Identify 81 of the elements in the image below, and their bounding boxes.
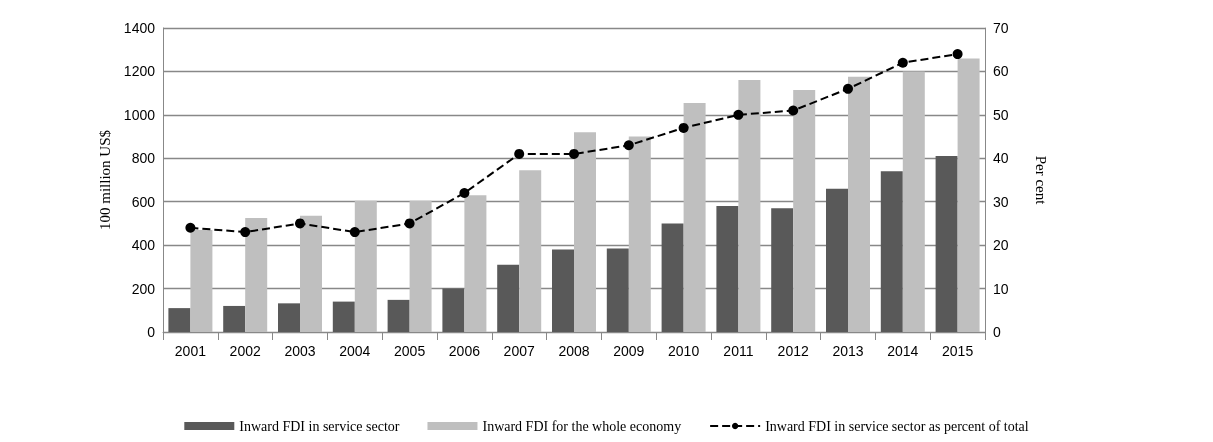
- bar: [902, 71, 925, 332]
- bar: [826, 188, 848, 332]
- point: [569, 148, 579, 159]
- bar: [300, 215, 322, 332]
- x-tick-label: 2002: [229, 343, 261, 359]
- bar: [661, 223, 684, 332]
- y2-tick-label: 40: [993, 150, 1009, 167]
- bar: [683, 102, 706, 332]
- y2-tick-label: 70: [993, 20, 1009, 36]
- bar: [387, 299, 410, 332]
- bar: [552, 249, 574, 332]
- y2-tick-label: 60: [993, 63, 1009, 80]
- legend-label: Inward FDI in service sector as percent of total: [765, 418, 1029, 434]
- bar: [332, 301, 355, 332]
- x-tick-label: 2003: [284, 343, 316, 359]
- bar: [771, 208, 794, 332]
- point: [733, 109, 744, 120]
- x-tick-label: 2007: [503, 343, 535, 359]
- point: [897, 57, 908, 68]
- bar: [354, 200, 377, 332]
- x-tick-label: 2012: [777, 343, 809, 359]
- point: [349, 227, 360, 238]
- bar: [880, 171, 903, 332]
- y-tick-label: 1200: [123, 63, 156, 80]
- bar: [574, 132, 596, 332]
- y2-tick-label: 0: [993, 324, 1001, 340]
- x-tick-label: 2011: [723, 343, 754, 359]
- bar: [223, 305, 246, 332]
- bar: [935, 156, 958, 332]
- x-tick-label: 2013: [832, 343, 864, 359]
- point: [185, 222, 196, 233]
- point: [404, 218, 415, 229]
- point: [843, 83, 853, 94]
- bar: [606, 248, 629, 332]
- x-tick-label: 2010: [668, 343, 700, 359]
- y2-tick-label: 10: [993, 280, 1009, 297]
- y-axis-title: 100 million US$: [97, 129, 114, 231]
- x-tick-label: 2009: [613, 343, 645, 359]
- y2-tick-label: 20: [993, 237, 1009, 254]
- point: [623, 140, 634, 151]
- bar: [848, 76, 870, 332]
- bar: [519, 170, 542, 332]
- point: [514, 148, 525, 159]
- x-tick-label: 2015: [942, 343, 974, 359]
- y-tick-label: 1400: [123, 20, 156, 36]
- x-tick-label: 2006: [448, 343, 481, 359]
- x-tick-label: 2005: [394, 343, 426, 359]
- y-tick-label: 1000: [123, 106, 156, 123]
- x-tick-label: 2001: [174, 343, 207, 359]
- point: [459, 188, 470, 199]
- y-tick-label: 600: [131, 193, 156, 210]
- bar: [190, 229, 213, 332]
- y-tick-label: 800: [131, 150, 156, 167]
- bar: [464, 195, 487, 332]
- point: [295, 218, 305, 229]
- bar: [738, 80, 761, 332]
- y2-tick-label: 30: [993, 193, 1009, 210]
- bar: [628, 136, 651, 332]
- point: [952, 49, 963, 60]
- point: [678, 122, 689, 133]
- bar: [793, 89, 816, 332]
- point: [788, 105, 799, 116]
- x-tick-label: 2004: [339, 343, 371, 359]
- legend-label: Inward FDI for the whole economy: [482, 418, 682, 434]
- bar: [409, 200, 432, 332]
- bar: [716, 206, 739, 332]
- x-tick-label: 2008: [558, 343, 590, 359]
- bar: [168, 308, 191, 332]
- bar: [497, 264, 520, 332]
- legend-label: Inward FDI in service sector: [239, 418, 400, 434]
- bar: [278, 303, 300, 332]
- y2-axis-title: Per cent: [1032, 155, 1049, 206]
- y-tick-label: 0: [147, 324, 156, 340]
- bar: [442, 288, 465, 332]
- bar: [245, 218, 268, 332]
- bar: [957, 58, 980, 332]
- point: [240, 227, 251, 238]
- y-tick-label: 400: [131, 237, 156, 254]
- x-tick-label: 2014: [887, 343, 919, 359]
- y2-tick-label: 50: [993, 106, 1009, 123]
- y-tick-label: 200: [131, 280, 156, 297]
